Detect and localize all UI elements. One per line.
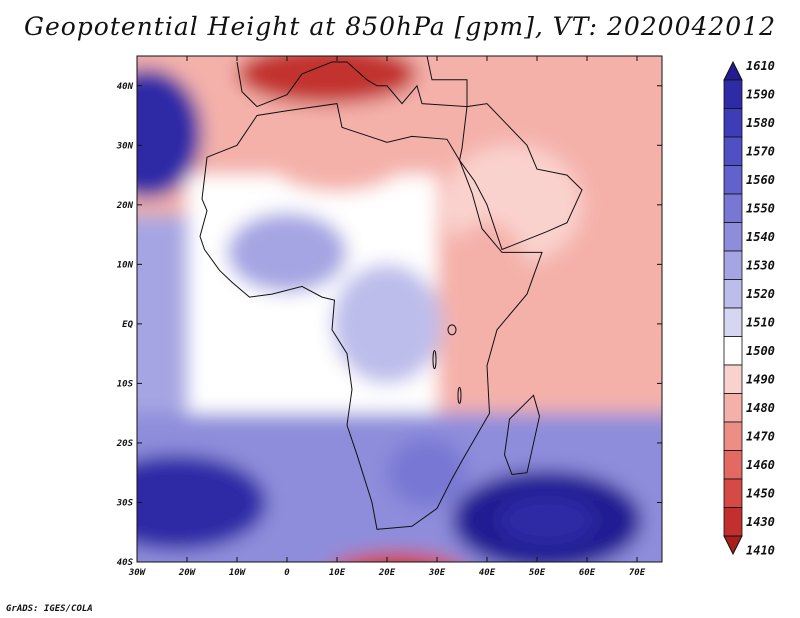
colorbar-label: 1500 [746,344,775,358]
colorbar-box [723,279,743,309]
x-tick-label: 70E [629,568,646,578]
colorbar-label: 1490 [746,372,775,386]
colorbar-label: 1460 [746,458,775,472]
field-sw-indian-ocean-low [338,551,456,562]
colorbar: 1610 1590 1580 1570 1560 1550 1540 1530 1520 1510… [723,59,775,557]
colorbar-box [723,507,743,537]
x-tick-label: 40E [479,568,496,578]
plot-frame [136,55,663,563]
colorbar-top-arrow [723,60,743,81]
y-tick-label: EQ [122,320,133,330]
colorbar-box [723,79,743,109]
y-tick-label: 10N [117,260,134,270]
y-tick-label: 30S [116,498,134,508]
chart-title: Geopotential Height at 850hPa [gpm], VT:… [23,12,777,41]
field-core-azores-high [137,100,175,166]
x-tick-label: 50E [529,568,546,578]
colorbar-label: 1530 [746,258,775,272]
field-core-indian-ocean-high [499,495,595,546]
y-tick-label: 40S [117,558,134,568]
colorbar-label: 1410 [746,543,775,557]
colorbar-label: 1480 [746,401,775,415]
colorbar-label: 1520 [746,287,775,301]
colorbar-box [723,421,743,451]
coastlines [199,56,583,530]
colorbar-box [723,250,743,280]
colorbar-label: 1430 [746,515,775,529]
field-core-mediterranean-low [282,58,372,89]
y-tick-label: 20N [116,201,134,211]
map-field [137,56,662,585]
colorbar-label: 1560 [746,173,775,187]
x-tick-label: 30E [428,568,446,578]
colorbar-label: 1570 [746,144,775,158]
colorbar-box [723,478,743,508]
x-tick-label: 30W [128,568,147,578]
colorbar-label: 1610 [746,59,775,73]
y-tick-label: 10S [117,379,134,389]
field-sahara [267,122,407,193]
colorbar-label: 1470 [746,429,775,443]
y-tick-label: 20S [116,439,134,449]
credit-text: GrADS: IGES/COLA [6,604,93,614]
field-west-africa [227,212,347,293]
colorbar-box [723,450,743,480]
x-tick-label: 20W [178,568,197,578]
field-horn-of-africa [447,221,527,332]
colorbar-box [723,222,743,252]
y-axis: 40N 30N 20N 10N EQ 10S 20S 30S 40S [116,82,662,568]
field-central-africa [332,263,442,384]
lake-malawi [457,386,462,404]
colorbar-box [723,336,743,366]
lake-victoria [447,324,457,336]
field-core-sw-indian-ocean-low [362,563,432,585]
colorbar-bottom-arrow [723,535,743,556]
field-core-s-atlantic-high [137,478,222,527]
coastline-madagascar [503,394,541,476]
coastline-europe [236,56,487,108]
y-tick-label: 40N [117,82,134,92]
colorbar-label: 1550 [746,201,775,215]
x-tick-label: 10E [329,568,346,578]
lake-tanganyika [432,350,437,370]
colorbar-label: 1450 [746,486,775,500]
x-tick-label: 0 [284,568,290,578]
colorbar-box [723,108,743,138]
y-tick-label: 30N [116,141,134,151]
x-tick-label: 10W [229,568,247,578]
colorbar-label: 1580 [746,116,775,130]
colorbar-box [723,136,743,166]
colorbar-box [723,393,743,423]
colorbar-label: 1510 [746,315,775,329]
colorbar-box [723,307,743,337]
coastline-arabia [458,103,583,251]
colorbar-label: 1540 [746,230,775,244]
x-tick-label: 60E [579,568,596,578]
colorbar-label: 1590 [746,87,775,101]
colorbar-box [723,364,743,394]
colorbar-box [723,165,743,195]
x-axis: 30W 20W 10W 0 10E 20E 30E 40E 50E 60E 70E [128,56,646,578]
colorbar-box [723,193,743,223]
field-southern-africa [387,437,467,508]
coastline-africa [199,103,543,530]
x-tick-label: 20E [378,568,396,578]
